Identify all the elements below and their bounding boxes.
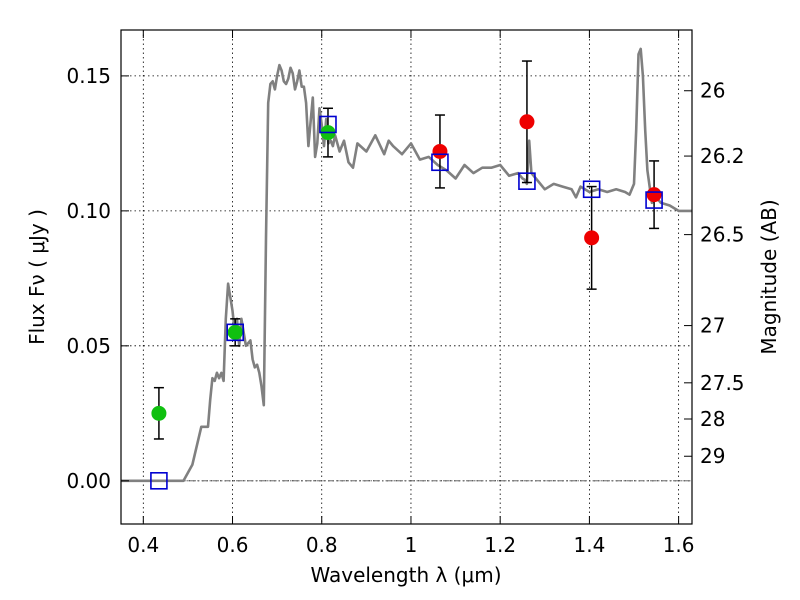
right-tick-label: 27 — [700, 314, 725, 338]
y-axis-label-right: Magnitude (AB) — [757, 199, 781, 354]
model-square-marker — [319, 115, 337, 134]
data-points — [151, 114, 662, 421]
y-axis-label: Flux Fν ( μJy ) — [25, 209, 49, 345]
x-tick-label: 1.6 — [663, 533, 695, 557]
error-bars — [153, 60, 660, 440]
x-tick-label: 1.2 — [484, 533, 516, 557]
model-square-marker — [226, 323, 244, 342]
ticks: 0.4 0.6 0.8 1 1.2 1.4 1.6 0.00 0.05 0.10 0.15 26 26.… — [66, 30, 745, 557]
y-tick-label: 0.05 — [66, 334, 111, 358]
red-data-point — [432, 143, 448, 159]
right-tick-label: 26 — [700, 79, 725, 103]
model-sed-layer — [121, 47, 692, 483]
grid — [121, 30, 692, 524]
x-tick-label: 0.8 — [306, 533, 338, 557]
right-tick-label: 27.5 — [700, 371, 745, 395]
model-square-marker — [645, 191, 663, 209]
model-square-marker — [150, 472, 168, 490]
red-data-point — [519, 114, 535, 130]
right-tick-label: 26.5 — [700, 223, 745, 247]
y-tick-label: 0.00 — [66, 469, 111, 493]
right-tick-label: 28 — [700, 407, 725, 431]
green-data-point — [151, 405, 167, 421]
x-axis-label: Wavelength λ (μm) — [310, 563, 501, 587]
plot-frame — [120, 29, 693, 525]
x-tick-label: 1 — [405, 533, 418, 557]
model-squares — [150, 115, 663, 490]
model-square-marker — [431, 153, 449, 172]
y-tick-label: 0.15 — [66, 64, 111, 88]
x-tick-label: 0.4 — [127, 533, 159, 557]
red-data-point — [584, 230, 600, 246]
y-tick-label: 0.10 — [66, 199, 111, 223]
right-tick-label: 29 — [700, 444, 725, 468]
green-data-point — [227, 324, 243, 340]
red-data-point — [646, 187, 662, 203]
model-sed-line — [121, 47, 692, 483]
model-square-marker — [518, 172, 536, 190]
x-tick-label: 1.4 — [573, 533, 605, 557]
right-tick-label: 26.2 — [700, 144, 745, 168]
x-tick-label: 0.6 — [217, 533, 249, 557]
model-square-marker — [582, 180, 601, 199]
